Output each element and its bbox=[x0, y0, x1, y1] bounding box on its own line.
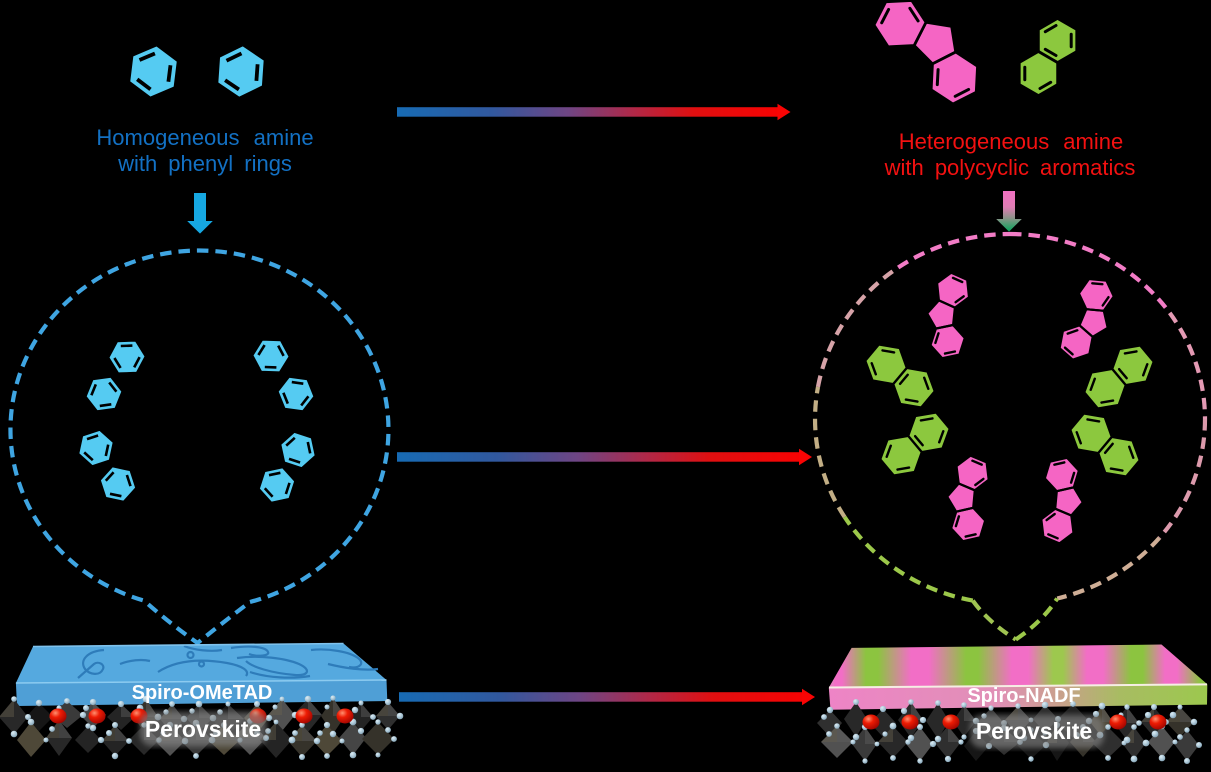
svg-text:Spiro-OMeTAD: Spiro-OMeTAD bbox=[132, 682, 273, 704]
svg-text:Heterogeneous amine: Heterogeneous amine bbox=[899, 129, 1123, 154]
svg-text:with polycyclic aromatics: with polycyclic aromatics bbox=[884, 155, 1136, 180]
svg-text:Homogeneous amine: Homogeneous amine bbox=[96, 125, 313, 150]
svg-text:Perovskite: Perovskite bbox=[976, 718, 1092, 744]
svg-text:Spiro-NADF: Spiro-NADF bbox=[967, 685, 1080, 707]
svg-text:Perovskite: Perovskite bbox=[145, 716, 261, 742]
svg-text:with phenyl rings: with phenyl rings bbox=[117, 151, 292, 176]
